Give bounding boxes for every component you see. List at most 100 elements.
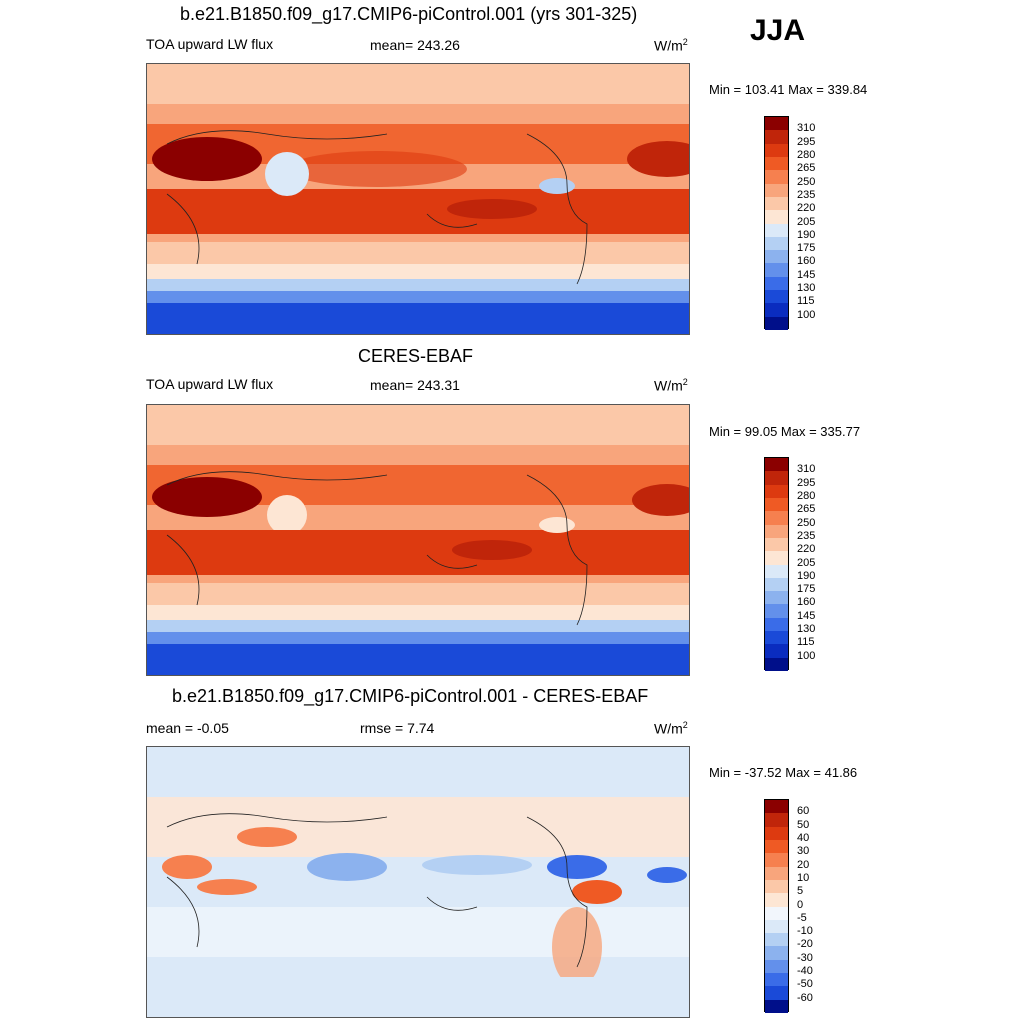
- colorbar-swatch: [765, 617, 788, 632]
- colorbar-tick-label: 5: [797, 885, 804, 898]
- colorbar-swatch: [765, 564, 788, 578]
- panel3-title: b.e21.B1850.f09_g17.CMIP6-piControl.001 …: [172, 686, 649, 706]
- colorbar-tick-label: 280: [797, 148, 816, 161]
- colorbar-tick-label: 220: [797, 202, 816, 215]
- colorbar-swatch: [765, 471, 788, 485]
- colorbar-swatch: [765, 644, 788, 658]
- colorbar-tick-label: 205: [797, 215, 816, 228]
- colorbar-tick-label: 190: [797, 228, 816, 241]
- colorbar-swatch: [765, 866, 788, 880]
- colorbar-swatch: [765, 170, 788, 184]
- colorbar-swatch: [765, 986, 788, 1000]
- colorbar-swatch: [765, 933, 788, 947]
- colorbar-tick-label: 235: [797, 529, 816, 542]
- colorbar-swatch: [765, 631, 788, 645]
- colorbar-tick-label: 265: [797, 162, 816, 175]
- panel2-variable: TOA upward LW flux: [146, 376, 274, 392]
- colorbar-swatch: [765, 497, 788, 512]
- panel3-units: W/m2: [654, 720, 688, 737]
- colorbar-tick-label: 295: [797, 476, 816, 489]
- colorbar-tick-label: 40: [797, 831, 810, 844]
- colorbar-tick-label: 100: [797, 308, 816, 321]
- colorbar-tick-label: -30: [797, 951, 813, 964]
- colorbar-tick-label: -60: [797, 991, 813, 1004]
- colorbar-tick-label: 310: [797, 463, 816, 476]
- panel3-mean: mean = -0.05: [146, 720, 229, 736]
- panel2-mean: mean= 243.31: [370, 377, 460, 393]
- colorbar-tick-label: 205: [797, 556, 816, 569]
- colorbar-swatch: [765, 959, 788, 974]
- colorbar-tick-label: 160: [797, 596, 816, 609]
- colorbar-tick-label: -10: [797, 925, 813, 938]
- colorbar-swatch: [765, 511, 788, 525]
- colorbar-swatch: [765, 906, 788, 920]
- panel3-rmse: rmse = 7.74: [360, 720, 435, 736]
- panel1-mean: mean= 243.26: [370, 37, 460, 53]
- colorbar-swatch: [765, 156, 788, 171]
- colorbar-tick-label: -50: [797, 978, 813, 991]
- panel1-units: W/m2: [654, 37, 688, 54]
- colorbar-tick-label: 235: [797, 188, 816, 201]
- colorbar-swatch: [765, 591, 788, 605]
- colorbar-swatch: [765, 826, 788, 840]
- panel3-minmax: Min = -37.52 Max = 41.86: [709, 765, 858, 780]
- panel2-minmax: Min = 99.05 Max = 335.77: [709, 424, 861, 439]
- colorbar-swatch: [765, 458, 788, 472]
- panel2-units: W/m2: [654, 377, 688, 394]
- colorbar-tick-label: 10: [797, 871, 810, 884]
- colorbar-swatch: [765, 893, 788, 907]
- colorbar-swatch: [765, 946, 788, 960]
- panel2-map: [146, 404, 690, 676]
- colorbar-swatch: [765, 839, 788, 854]
- colorbar-tick-label: 60: [797, 805, 810, 818]
- colorbar-swatch: [765, 484, 788, 498]
- colorbar-tick-label: 175: [797, 583, 816, 596]
- panel1-map: [146, 63, 690, 335]
- colorbar-tick-label: 295: [797, 135, 816, 148]
- colorbar-swatch: [765, 813, 788, 827]
- colorbar-swatch: [765, 236, 788, 251]
- colorbar-swatch: [765, 657, 788, 671]
- panel2-title: CERES-EBAF: [358, 346, 474, 366]
- colorbar-swatch: [765, 196, 788, 211]
- season-label: JJA: [750, 14, 806, 47]
- colorbar-tick-label: 115: [797, 295, 815, 308]
- colorbar-swatch: [765, 183, 788, 197]
- colorbar-tick-label: 50: [797, 818, 810, 831]
- colorbar-swatch: [765, 524, 788, 538]
- panel3-map: [146, 746, 690, 1018]
- colorbar-tick-label: 100: [797, 649, 816, 662]
- panel1-variable: TOA upward LW flux: [146, 36, 274, 52]
- colorbar-tick-label: 160: [797, 255, 816, 268]
- colorbar-swatch: [765, 999, 788, 1013]
- colorbar-swatch: [765, 250, 788, 264]
- colorbar-swatch: [765, 800, 788, 814]
- colorbar-tick-label: 175: [797, 242, 816, 255]
- colorbar-swatch: [765, 551, 788, 565]
- colorbar-swatch: [765, 223, 788, 237]
- colorbar-tick-label: 145: [797, 268, 816, 281]
- colorbar-swatch: [765, 879, 788, 894]
- colorbar-tick-label: -40: [797, 965, 813, 978]
- panel1-title: b.e21.B1850.f09_g17.CMIP6-piControl.001 …: [180, 4, 638, 24]
- colorbar-tick-label: 265: [797, 503, 816, 516]
- colorbar-swatch: [765, 973, 788, 987]
- colorbar-tick-label: 145: [797, 609, 816, 622]
- colorbar-tick-label: 250: [797, 516, 816, 529]
- colorbar-swatch: [765, 303, 788, 317]
- colorbar-swatch: [765, 276, 788, 291]
- colorbar-tick-label: 280: [797, 489, 816, 502]
- colorbar-tick-label: 220: [797, 543, 816, 556]
- colorbar-swatch: [765, 604, 788, 618]
- colorbar-tick-label: 310: [797, 122, 816, 135]
- colorbar-tick-label: 30: [797, 845, 810, 858]
- colorbar-tick-label: 250: [797, 175, 816, 188]
- colorbar-tick-label: -20: [797, 938, 813, 951]
- colorbar-tick-label: 115: [797, 636, 815, 649]
- colorbar-tick-label: 0: [797, 898, 804, 911]
- panel1-colorbar: [764, 116, 789, 330]
- panel3-colorbar: [764, 799, 789, 1013]
- colorbar-tick-label: -5: [797, 911, 807, 924]
- colorbar-swatch: [765, 130, 788, 144]
- colorbar-tick-label: 190: [797, 569, 816, 582]
